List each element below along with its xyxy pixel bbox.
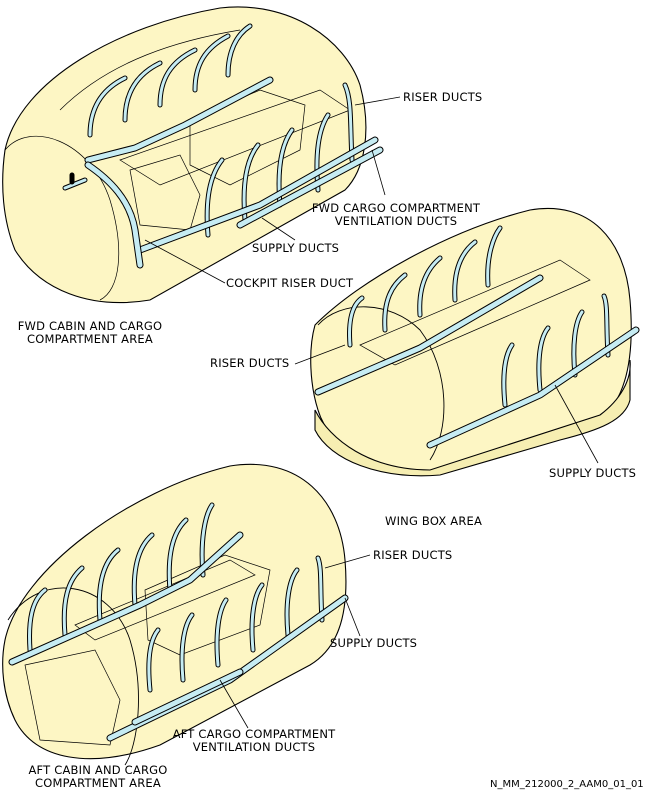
fwd-cargo-vent-line1: FWD CARGO COMPARTMENT <box>311 201 481 215</box>
wing-upper-risers <box>347 225 503 348</box>
fwd-stub-ducts <box>62 172 88 191</box>
fwd-area-line2: COMPARTMENT AREA <box>27 332 153 346</box>
figure-id: N_MM_212000_2_AAM0_01_01 <box>490 779 644 790</box>
riser-ducts-aft-label: RISER DUCTS <box>373 548 453 562</box>
aft-cargo-vent-line1: AFT CARGO COMPARTMENT <box>172 727 336 741</box>
aft-floor <box>74 559 256 641</box>
leader-lines <box>144 96 599 729</box>
fwd-upper-risers <box>87 23 253 138</box>
fwd-cargo-vent-line2: VENTILATION DUCTS <box>334 214 458 228</box>
wing-fuselage-shell <box>310 208 632 473</box>
wing-box-area-label: WING BOX AREA <box>385 514 483 528</box>
aft-cargo-vent-label: AFT CARGO COMPARTMENT VENTILATION DUCTS <box>164 728 344 754</box>
fwd-area-label: FWD CABIN AND CARGO COMPARTMENT AREA <box>5 320 175 346</box>
aft-area-line1: AFT CABIN AND CARGO <box>28 763 168 777</box>
fwd-area-line1: FWD CABIN AND CARGO <box>17 319 163 333</box>
fwd-front-bulkhead <box>4 135 120 301</box>
fwd-horizontal-ducts <box>84 76 384 254</box>
fwd-cargo-bay-inner <box>129 154 201 231</box>
cockpit-riser-duct-label: COCKPIT RISER DUCT <box>226 276 354 290</box>
aft-lower-compartment <box>24 649 121 746</box>
fwd-cargo-bay <box>189 89 306 186</box>
aft-horizontal-ducts <box>8 531 349 742</box>
supply-ducts-fwd-label: SUPPLY DUCTS <box>252 241 340 255</box>
aft-section <box>2 463 349 766</box>
wing-box-section <box>310 208 640 477</box>
wing-floor <box>359 259 591 366</box>
aft-area-line2: COMPARTMENT AREA <box>35 776 161 790</box>
wing-horizontal-ducts <box>314 274 640 449</box>
fwd-fuselage-shell <box>2 6 367 304</box>
aft-area-label: AFT CABIN AND CARGO COMPARTMENT AREA <box>14 764 182 790</box>
aft-cargo-bay <box>144 554 271 656</box>
fwd-mid-frame <box>59 29 241 111</box>
wing-box-lower <box>314 359 631 477</box>
supply-ducts-wing-label: SUPPLY DUCTS <box>549 466 637 480</box>
fwd-cargo-vent-label: FWD CARGO COMPARTMENT VENTILATION DUCTS <box>306 202 486 228</box>
riser-ducts-wing-label: RISER DUCTS <box>210 356 290 370</box>
aft-fuselage-shell <box>2 463 347 760</box>
riser-ducts-fwd-label: RISER DUCTS <box>403 90 483 104</box>
aft-cargo-vent-line2: VENTILATION DUCTS <box>192 740 316 754</box>
supply-ducts-aft-label: SUPPLY DUCTS <box>330 636 418 650</box>
wing-front-ring <box>317 306 445 461</box>
fwd-section <box>2 6 384 304</box>
